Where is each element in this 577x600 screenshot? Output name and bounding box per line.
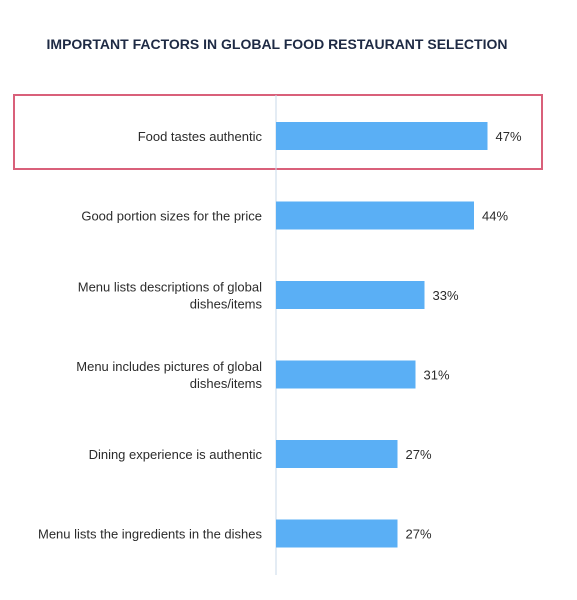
category-label-3: Menu includes pictures of global dishes/i… <box>76 359 262 391</box>
bar-2 <box>276 281 425 309</box>
bar-0 <box>276 122 488 150</box>
category-label-2-line-1: dishes/items <box>190 297 263 312</box>
value-label-5: 27% <box>406 527 432 542</box>
category-label-2-line-0: Menu lists descriptions of global <box>78 280 262 295</box>
category-label-0-line-0: Food tastes authentic <box>138 129 263 144</box>
category-label-5: Menu lists the ingredients in the dishes <box>38 527 263 542</box>
value-label-0: 47% <box>496 129 522 144</box>
bar-3 <box>276 360 416 389</box>
category-label-2: Menu lists descriptions of global dishes/… <box>78 280 263 312</box>
category-label-4-line-0: Dining experience is authentic <box>89 447 263 462</box>
bar-4 <box>276 440 398 468</box>
highlight-box <box>13 94 543 170</box>
bar-5 <box>276 519 398 548</box>
category-label-4: Dining experience is authentic <box>89 447 263 462</box>
bars-group: 47% Food tastes authentic 44% Good portion … <box>38 122 522 548</box>
category-label-3-line-0: Menu includes pictures of global <box>76 359 262 374</box>
value-label-4: 27% <box>406 447 432 462</box>
category-label-3-line-1: dishes/items <box>190 376 263 391</box>
value-label-2: 33% <box>433 288 459 303</box>
category-label-1-line-0: Good portion sizes for the price <box>81 209 262 224</box>
bar-1 <box>276 201 474 230</box>
category-label-1: Good portion sizes for the price <box>81 209 262 224</box>
chart-title: IMPORTANT FACTORS IN GLOBAL FOOD RESTAUR… <box>47 36 508 52</box>
category-label-5-line-0: Menu lists the ingredients in the dishes <box>38 527 263 542</box>
value-label-1: 44% <box>482 209 508 224</box>
category-label-0: Food tastes authentic <box>138 129 263 144</box>
value-label-3: 31% <box>424 368 450 383</box>
